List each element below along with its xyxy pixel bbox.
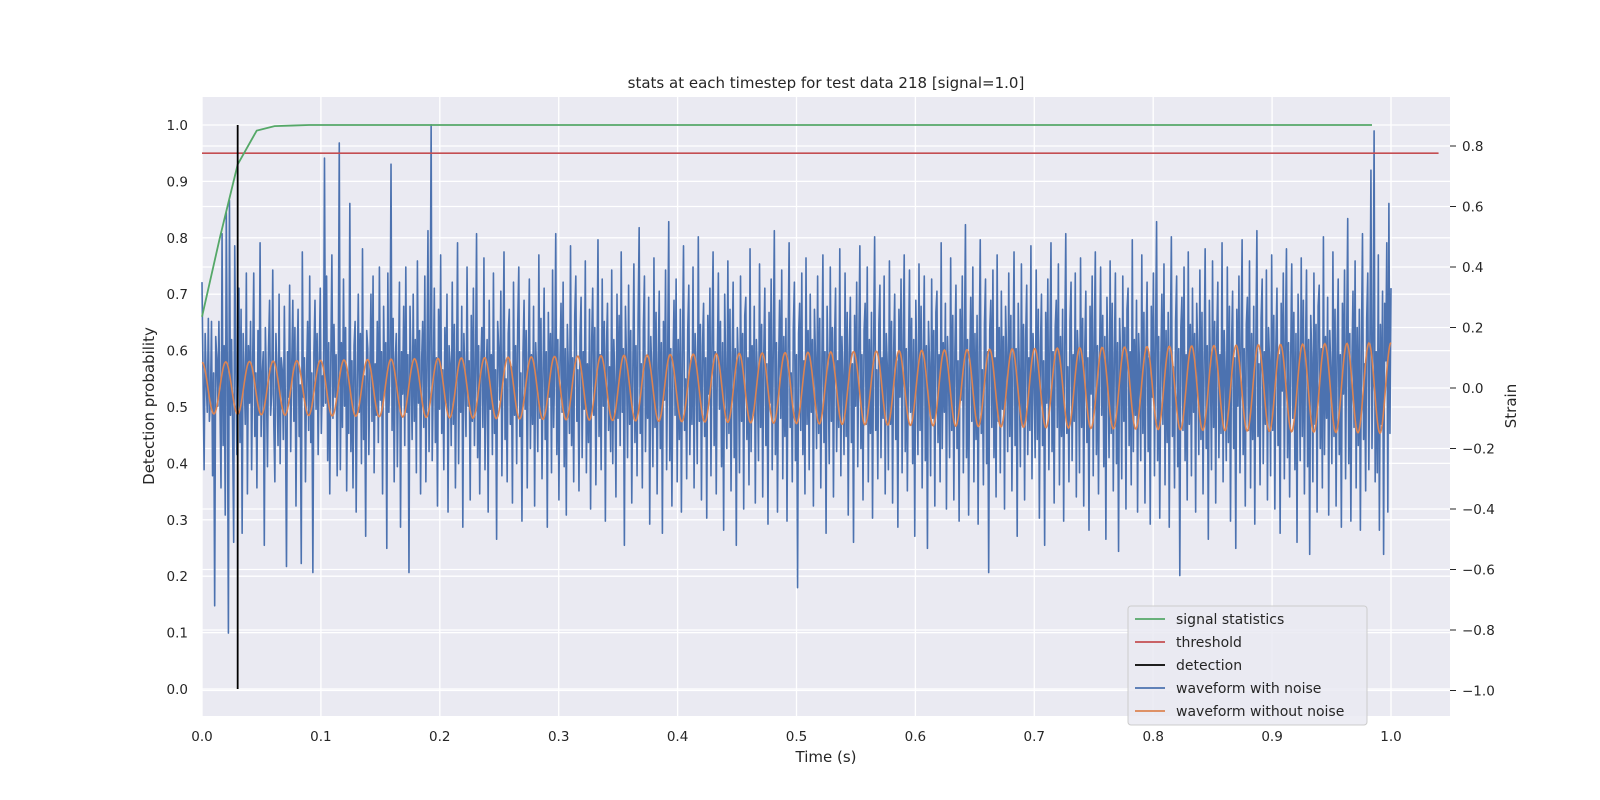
x-tick-label: 0.3 [548, 729, 569, 745]
y-tick-label: 0.7 [167, 287, 188, 303]
y-tick-label: 0.2 [167, 569, 188, 585]
x-tick-label: 0.9 [1261, 729, 1282, 745]
x-tick-label: 0.4 [667, 729, 688, 745]
y2-axis-label: Strain [1502, 384, 1520, 428]
y2-tick-label: 0.8 [1462, 139, 1483, 155]
legend-label: signal statistics [1176, 612, 1284, 628]
legend: signal statistics threshold detection wavef… [1127, 605, 1368, 726]
y-tick-label: 0.6 [167, 344, 188, 360]
y2-tick-label: 0.6 [1462, 200, 1483, 216]
y-tick-label: 0.3 [167, 513, 188, 529]
legend-label: waveform without noise [1176, 704, 1344, 720]
waveform-without-noise-line [201, 342, 1392, 435]
y-axis: 0.0 0.1 0.2 0.3 0.4 0.5 0.6 0.7 0.8 0.9 1.0 [167, 118, 188, 698]
legend-label: detection [1176, 658, 1242, 674]
x-tick-label: 0.2 [429, 729, 450, 745]
y2-tick-label: −0.2 [1462, 442, 1495, 458]
x-tick-label: 0.0 [191, 729, 212, 745]
y2-tick-label: −0.6 [1462, 563, 1495, 579]
y2-tick-label: 0.0 [1462, 381, 1483, 397]
y-tick-label: 0.9 [167, 174, 188, 190]
y2-tick-label: −0.8 [1462, 623, 1495, 639]
y-tick-label: 1.0 [167, 118, 188, 134]
x-axis: 0.0 0.1 0.2 0.3 0.4 0.5 0.6 0.7 0.8 0.9 1.0 [191, 729, 1401, 745]
y-tick-label: 0.1 [167, 626, 188, 642]
y-axis-label: Detection probability [140, 327, 158, 485]
legend-label: threshold [1176, 635, 1242, 651]
x-tick-label: 0.7 [1024, 729, 1045, 745]
x-tick-label: 1.0 [1380, 729, 1401, 745]
y2-tick-label: 0.2 [1462, 321, 1483, 337]
x-axis-label: Time (s) [795, 748, 857, 766]
x-tick-label: 0.6 [905, 729, 926, 745]
y2-tick-label: −1.0 [1462, 684, 1495, 700]
y2-tick-label: −0.4 [1462, 502, 1495, 518]
x-tick-label: 0.5 [786, 729, 807, 745]
y-tick-label: 0.4 [167, 456, 188, 472]
y-tick-label: 0.5 [167, 400, 188, 416]
y-tick-label: 0.0 [167, 682, 188, 698]
series-layer [201, 124, 1439, 689]
legend-label: waveform with noise [1176, 681, 1321, 697]
x-tick-label: 0.1 [310, 729, 331, 745]
chart-title: stats at each timestep for test data 218… [628, 74, 1025, 92]
y2-tick-label: 0.4 [1462, 260, 1483, 276]
y-tick-label: 0.8 [167, 231, 188, 247]
x-tick-label: 0.8 [1142, 729, 1163, 745]
signal-statistics-line [201, 124, 1372, 317]
legend-box [1127, 605, 1368, 726]
waveform-with-noise-line [201, 124, 1392, 634]
y2-axis: −1.0 −0.8 −0.6 −0.4 −0.2 0.0 0.2 0.4 0.6 0.8 [1450, 139, 1495, 700]
